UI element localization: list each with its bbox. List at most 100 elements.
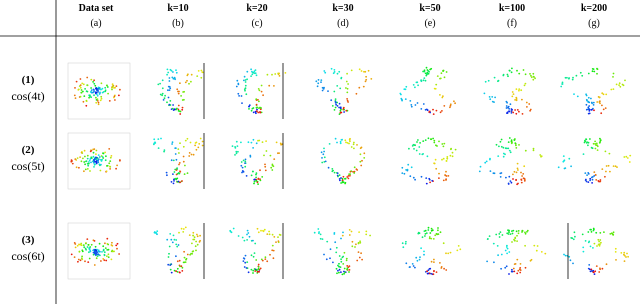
scatter-dot — [324, 160, 327, 163]
scatter-dot — [98, 242, 101, 245]
scatter-dot — [243, 79, 245, 82]
scatter-dot — [364, 80, 367, 83]
scatter-dot — [167, 96, 170, 99]
scatter-dot — [255, 112, 257, 115]
scatter-dot — [411, 263, 414, 265]
scatter-dot — [278, 75, 281, 77]
scatter-dot — [610, 88, 613, 91]
scatter-dot — [346, 72, 348, 75]
scatter-dot — [453, 100, 455, 103]
scatter-dot — [273, 236, 276, 238]
scatter-dot — [571, 78, 574, 81]
scatter-dot — [540, 251, 543, 253]
scatter-dot — [445, 160, 448, 162]
scatter-dot — [488, 96, 491, 98]
scatter-dot — [166, 174, 168, 177]
scatter-dot — [191, 242, 193, 245]
scatter-dot — [73, 94, 76, 97]
scatter-dot — [500, 253, 503, 256]
scatter-dot — [179, 271, 181, 274]
scatter-dot — [404, 98, 407, 100]
scatter-dot — [83, 149, 86, 152]
scatter-dot — [486, 260, 488, 263]
scatter-dot — [175, 255, 177, 258]
scatter-dot — [592, 101, 595, 104]
scatter-dot — [175, 158, 178, 161]
scatter-dot — [488, 235, 491, 238]
scatter-dot — [424, 108, 427, 111]
scatter-dot — [264, 258, 267, 260]
scatter-dot — [169, 233, 172, 235]
scatter-dot — [513, 270, 516, 273]
scatter-dot — [103, 251, 106, 254]
scatter-dot — [252, 138, 255, 141]
scatter-dot — [439, 94, 441, 96]
scatter-dot — [511, 241, 513, 243]
scatter-dot — [450, 148, 452, 151]
scatter-dot — [90, 156, 93, 159]
scatter-dot — [346, 268, 348, 271]
scatter-dot — [363, 152, 366, 155]
scatter-dot — [73, 256, 76, 258]
scatter-dot — [603, 231, 605, 234]
scatter-dot — [516, 272, 519, 275]
scatter-dot — [244, 165, 247, 168]
scatter-dot — [626, 157, 629, 159]
scatter-dot — [530, 74, 532, 77]
scatter-dot — [271, 169, 274, 171]
scatter-dot — [335, 267, 338, 270]
scatter-dot — [348, 271, 350, 273]
scatter-dot — [340, 271, 342, 273]
scatter-dot — [341, 181, 344, 183]
scatter-dot — [502, 146, 505, 149]
scatter-dot — [255, 142, 258, 145]
scatter-dot — [84, 163, 86, 166]
scatter-dot — [600, 112, 603, 115]
scatter-dot — [348, 269, 351, 271]
scatter-dot — [240, 164, 243, 167]
scatter-dot — [599, 140, 602, 143]
scatter-dot — [261, 141, 264, 144]
scatter-dot — [172, 182, 175, 185]
scatter-dot — [498, 236, 501, 238]
scatter-dot — [104, 90, 107, 93]
scatter-dot — [95, 149, 98, 152]
scatter-dot — [154, 142, 157, 144]
scatter-dot — [479, 165, 482, 168]
scatter-dot — [278, 233, 281, 236]
scatter-dot — [178, 172, 181, 175]
scatter-dot — [345, 141, 347, 144]
plot-box — [67, 222, 131, 280]
scatter-dot — [412, 265, 415, 267]
scatter-dot — [182, 91, 185, 93]
scatter-dot — [93, 148, 96, 151]
scatter-dot — [342, 255, 345, 258]
scatter-dot — [167, 89, 169, 92]
scatter-dot — [536, 245, 539, 247]
scatter-dot — [425, 74, 428, 77]
scatter-dot — [97, 91, 99, 93]
scatter-dot — [506, 252, 508, 255]
scatter-dot — [415, 256, 418, 259]
scatter-dot — [342, 263, 345, 265]
scatter-dot — [253, 182, 255, 185]
scatter-dot — [596, 72, 598, 75]
scatter-dot — [587, 72, 590, 75]
scatter-dot — [97, 249, 100, 252]
scatter-dot — [336, 141, 338, 144]
column-header: k=200 — [581, 3, 607, 14]
row-formula: cos(4t) — [11, 89, 44, 103]
scatter-dot — [263, 154, 265, 157]
scatter-dot — [500, 145, 503, 148]
scatter-dot — [284, 72, 287, 74]
scatter-dot — [430, 260, 433, 263]
row-label: (3) — [22, 234, 35, 246]
scatter-dot — [596, 245, 598, 247]
scatter-dot — [348, 142, 350, 145]
scatter-dot — [90, 89, 93, 92]
scatter-dot — [612, 88, 615, 90]
scatter-dot — [320, 151, 323, 154]
scatter-dot — [336, 85, 339, 87]
scatter-dot — [359, 153, 362, 156]
scatter-dot — [261, 176, 264, 178]
